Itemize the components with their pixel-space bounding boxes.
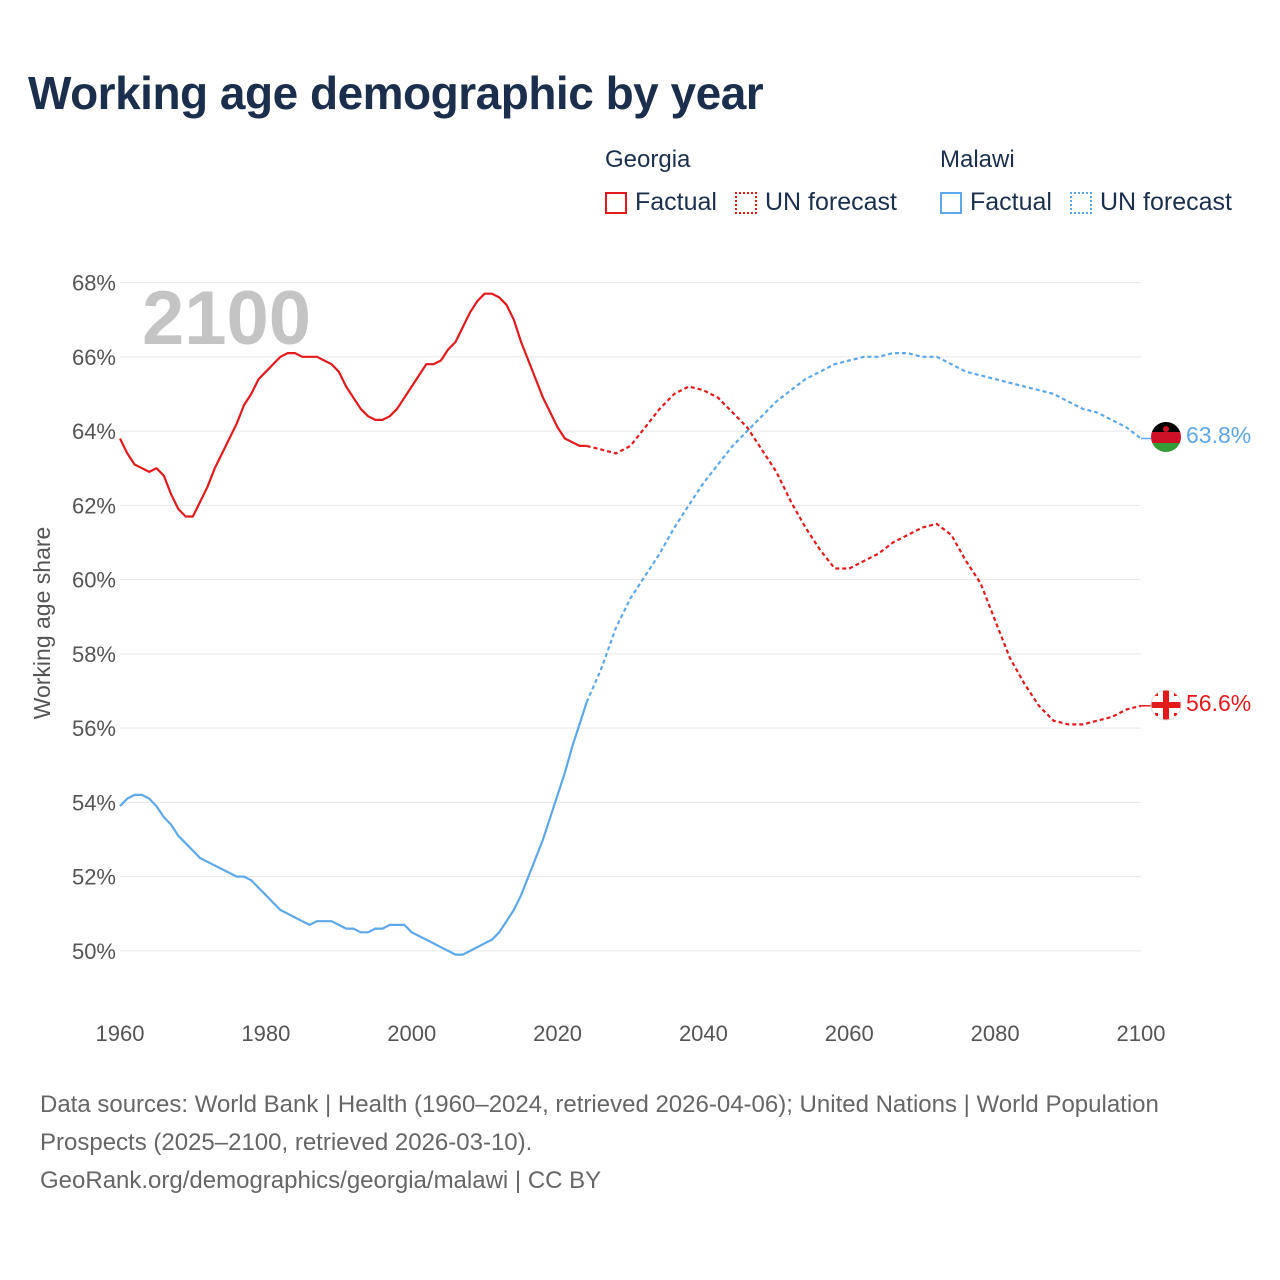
legend-swatch-solid: [940, 191, 962, 214]
end-markers: 63.8% 56.6%: [1150, 422, 1251, 721]
legend-label: Factual: [635, 188, 717, 216]
x-axis: 1960 1980 2000 2020 2040 2060 2080 2100: [96, 1021, 1166, 1046]
line-chart: 50% 52% 54% 56% 58% 60% 62% 64% 66% 68% 1960 1980 2…: [29, 271, 1251, 1046]
y-tick-label: 66%: [72, 345, 116, 370]
x-tick-label: 2020: [533, 1021, 582, 1046]
legend-group-georgia: Georgia Factual UN forecast: [605, 146, 915, 217]
legend-group-malawi: Malawi Factual UN forecast: [940, 146, 1250, 217]
legend-group-name: Malawi: [940, 146, 1015, 173]
georgia-end-label: 56.6%: [1186, 690, 1251, 716]
y-tick-label: 50%: [72, 939, 116, 964]
malawi-factual-line: [119, 701, 588, 956]
y-tick-label: 52%: [72, 865, 116, 890]
y-axis-label: Working age share: [29, 527, 55, 720]
grid-lines: [120, 282, 1141, 952]
y-tick-label: 64%: [72, 419, 116, 444]
georgia-factual-line: [119, 292, 587, 518]
legend-item-georgia-factual[interactable]: Factual: [605, 188, 717, 217]
y-axis: 50% 52% 54% 56% 58% 60% 62% 64% 66% 68%: [72, 271, 116, 964]
legend-swatch-dotted: [1069, 191, 1092, 214]
x-tick-label: 2040: [679, 1021, 728, 1046]
legend-item-malawi-factual[interactable]: Factual: [940, 188, 1052, 217]
chart-title: Working age demographic by year: [28, 67, 764, 119]
footer: Data sources: World Bank | Health (1960–…: [40, 1086, 1240, 1200]
legend-swatch-dotted: [734, 191, 757, 214]
legend-swatch-solid: [605, 191, 627, 214]
georgia-flag-icon: [1150, 689, 1182, 721]
malawi-end-label: 63.8%: [1186, 422, 1251, 448]
footer-credit[interactable]: GeoRank.org/demographics/georgia/malawi …: [40, 1167, 602, 1194]
malawi-forecast-line: [585, 352, 1142, 703]
legend-label: UN forecast: [764, 188, 897, 216]
x-tick-label: 2100: [1117, 1021, 1166, 1046]
georgia-forecast-line: [586, 385, 1142, 726]
legend-item-malawi-forecast[interactable]: UN forecast: [1069, 188, 1232, 217]
footer-sources: Data sources: World Bank | Health (1960–…: [40, 1091, 1159, 1156]
malawi-flag-icon: [1151, 422, 1181, 452]
x-tick-label: 1980: [241, 1021, 290, 1046]
x-tick-label: 2060: [825, 1021, 874, 1046]
legend-group-name: Georgia: [605, 146, 691, 173]
y-tick-label: 60%: [72, 568, 116, 593]
y-tick-label: 62%: [72, 493, 116, 518]
y-tick-label: 56%: [72, 716, 116, 741]
year-overlay: 2100: [142, 276, 311, 361]
y-tick-label: 68%: [72, 271, 116, 296]
legend-item-georgia-forecast[interactable]: UN forecast: [734, 188, 897, 217]
y-tick-label: 58%: [72, 642, 116, 667]
x-tick-label: 1960: [96, 1021, 145, 1046]
legend-label: Factual: [970, 188, 1052, 216]
y-tick-label: 54%: [72, 790, 116, 815]
legend-label: UN forecast: [1099, 188, 1232, 216]
x-tick-label: 2080: [971, 1021, 1020, 1046]
x-tick-label: 2000: [387, 1021, 436, 1046]
series-layer: [119, 292, 1151, 956]
